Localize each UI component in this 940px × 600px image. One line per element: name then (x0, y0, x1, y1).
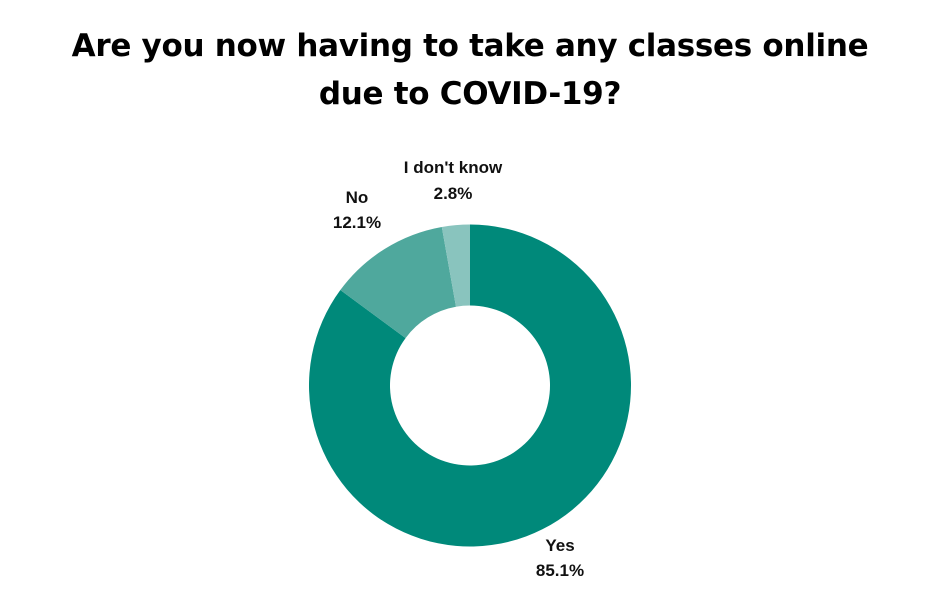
category-label: No (346, 188, 369, 207)
value-label: 12.1% (333, 213, 381, 232)
value-label: 85.1% (536, 561, 584, 580)
slice-no (340, 226, 456, 339)
slice-i-don-t-know (441, 224, 470, 307)
title-line-1: Are you now having to take any classes o… (71, 28, 869, 64)
category-label: Yes (545, 536, 574, 555)
chart-title: Are you now having to take any classes o… (0, 22, 940, 118)
title-line-2: due to COVID-19? (318, 76, 622, 112)
slice-yes (308, 224, 631, 547)
category-label: I don't know (404, 158, 503, 177)
value-label: 2.8% (434, 184, 473, 203)
